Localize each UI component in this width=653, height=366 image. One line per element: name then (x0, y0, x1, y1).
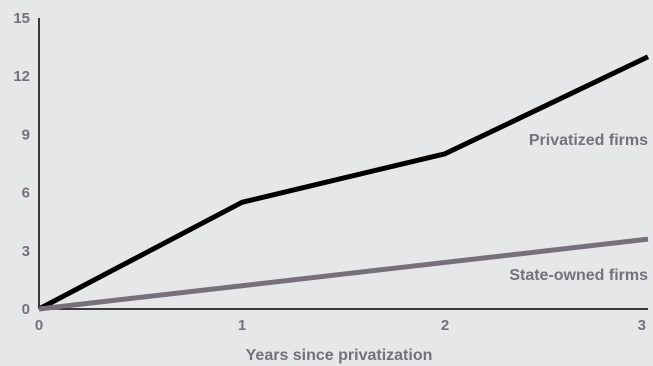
series-lines (37, 54, 650, 312)
y-tick-label-6: 6 (22, 185, 30, 202)
series-line-state-owned-firms (38, 236, 649, 312)
y-tick-label-15: 15 (13, 10, 30, 27)
series-label-privatized-firms: Privatized firms (529, 132, 648, 149)
x-tick-label-1: 1 (238, 317, 246, 334)
series-label-state-owned-firms: State-owned firms (509, 267, 648, 284)
series-line-privatized-firms (37, 54, 650, 312)
y-tick-label-3: 3 (22, 243, 30, 260)
x-tick-label-0: 0 (35, 317, 43, 334)
y-tick-labels: 0 3 6 9 12 15 (13, 10, 30, 318)
x-tick-label-2: 2 (441, 317, 449, 334)
x-axis-title: Years since privatization (246, 347, 433, 364)
x-tick-labels: 0 1 2 3 (35, 317, 646, 334)
y-tick-label-0: 0 (22, 301, 30, 318)
y-tick-label-9: 9 (22, 126, 30, 143)
y-tick-label-12: 12 (13, 68, 30, 85)
x-tick-label-3: 3 (638, 317, 646, 334)
